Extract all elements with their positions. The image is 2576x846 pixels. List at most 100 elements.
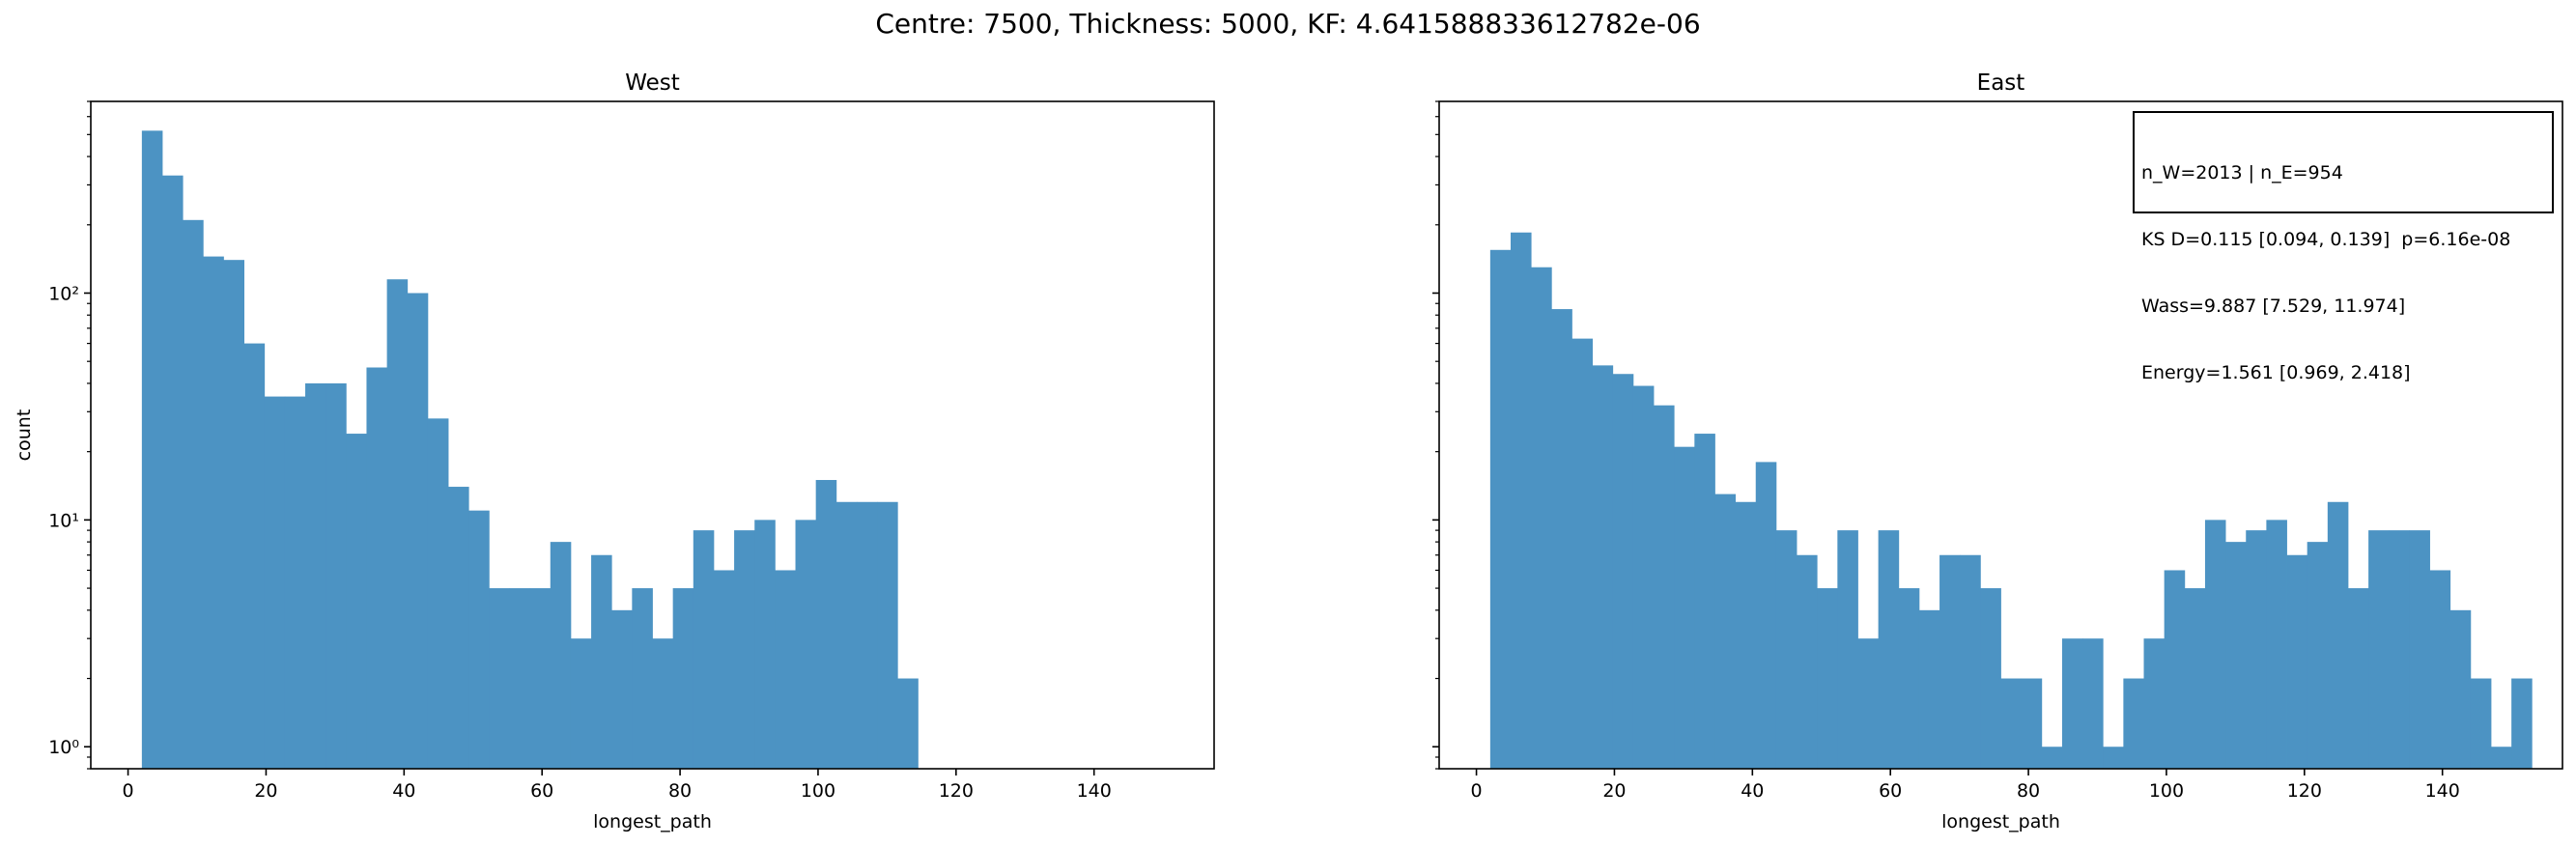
x-tick-label: 80 xyxy=(2017,780,2040,802)
subplot-title: East xyxy=(1977,70,2025,96)
axes-frame xyxy=(90,100,1215,770)
histogram-bar xyxy=(2000,678,2023,769)
histogram-bar xyxy=(183,219,204,769)
histogram-bar xyxy=(2327,501,2349,769)
x-tick-label: 120 xyxy=(2287,780,2322,802)
histogram-bar xyxy=(2286,554,2308,769)
histogram-bar xyxy=(2082,638,2104,769)
histogram-bar xyxy=(2429,570,2451,769)
histogram-bar xyxy=(2307,542,2329,769)
histogram-bar xyxy=(203,256,224,770)
subplot-title: West xyxy=(625,70,680,96)
y-tick-label: 10⁰ xyxy=(48,737,79,758)
histogram-bar xyxy=(2368,530,2390,769)
histogram-bar xyxy=(1592,365,1614,769)
histogram-bar xyxy=(1898,588,1920,769)
histogram-bar xyxy=(2184,588,2206,769)
histogram-bar xyxy=(1817,588,1838,769)
stats-energy: Energy=1.561 [0.969, 2.418] xyxy=(2141,362,2411,383)
axes-frame xyxy=(1438,100,2563,770)
stats-sample-sizes: n_W=2013 | n_E=954 xyxy=(2141,162,2343,183)
histogram-bar xyxy=(264,396,286,769)
histogram-bar xyxy=(570,638,592,769)
figure-suptitle: Centre: 7500, Thickness: 5000, KF: 4.641… xyxy=(875,8,1701,40)
x-tick-label: 40 xyxy=(392,780,415,802)
histogram-bar xyxy=(591,554,612,769)
histogram-bar xyxy=(2061,638,2083,769)
stats-legend-box: n_W=2013 | n_E=954 KS D=0.115 [0.094, 0.… xyxy=(2133,111,2554,383)
histogram-bar xyxy=(1531,267,1552,770)
histogram-bar xyxy=(448,487,469,769)
histogram-bar xyxy=(284,396,306,769)
histogram-bar xyxy=(346,434,367,769)
histogram-bar xyxy=(2021,678,2043,769)
y-axis-label: count xyxy=(14,409,35,462)
x-tick-label: 0 xyxy=(123,780,134,802)
histogram-bar xyxy=(1714,494,1737,769)
histogram-bar xyxy=(2470,678,2492,769)
histogram-bar xyxy=(2041,747,2063,769)
histogram-bar xyxy=(2266,520,2287,769)
histogram-bar xyxy=(1735,501,1757,769)
x-tick-label: 80 xyxy=(668,780,692,802)
histogram-bar xyxy=(243,343,266,769)
histogram-bar xyxy=(2511,678,2533,769)
histogram-bar xyxy=(1489,249,1512,769)
histogram-bar xyxy=(632,588,653,769)
histogram-bar xyxy=(1571,338,1593,769)
histogram-bar xyxy=(856,501,878,769)
x-axis-label: longest_path xyxy=(1941,811,2060,832)
x-tick-label: 140 xyxy=(2425,780,2460,802)
histogram-bar xyxy=(877,501,898,769)
x-axis-label: longest_path xyxy=(593,811,712,832)
histogram-bar xyxy=(366,367,388,769)
histogram-bar xyxy=(529,588,552,769)
histogram-bar xyxy=(1918,609,1940,769)
histogram-bar xyxy=(1775,530,1798,769)
histogram-bar xyxy=(835,501,858,769)
histogram-bar xyxy=(1674,446,1695,769)
stats-ks-test: KS D=0.115 [0.094, 0.139] p=6.16e-08 xyxy=(2141,229,2511,250)
histogram-bar xyxy=(550,542,572,769)
histogram-bar xyxy=(734,530,755,769)
histogram-bar xyxy=(672,588,694,769)
histogram-bar xyxy=(468,510,490,769)
histogram-bar xyxy=(1878,530,1900,769)
y-tick-label: 10² xyxy=(48,283,79,304)
histogram-bar xyxy=(1694,434,1715,769)
histogram-bar xyxy=(1654,405,1675,769)
histogram-bar xyxy=(2143,638,2166,769)
x-tick-label: 120 xyxy=(939,780,974,802)
west-histogram-panel: 0 20 40 60 80 100 120 140 10⁰ 10¹ 10² West longest_p… xyxy=(14,70,1215,832)
histogram-bar xyxy=(162,175,184,769)
histogram-bar xyxy=(2347,588,2369,769)
east-histogram-panel: 0 20 40 60 80 100 120 140 East longest_path xyxy=(1432,70,2563,832)
histogram-bar xyxy=(2409,530,2430,769)
histogram-bar xyxy=(1960,554,1981,769)
histogram-bar xyxy=(509,588,531,769)
histogram-bar xyxy=(305,382,326,769)
histogram-bar xyxy=(427,418,449,769)
stats-wasserstein: Wass=9.887 [7.529, 11.974] xyxy=(2141,296,2406,317)
y-tick-label: 10¹ xyxy=(48,510,79,531)
x-tick-label: 100 xyxy=(2149,780,2184,802)
histogram-bar xyxy=(223,260,244,769)
histogram-bar xyxy=(1612,374,1634,769)
histogram-bar xyxy=(407,293,429,769)
histogram-bar xyxy=(386,279,409,769)
histogram-bar xyxy=(2204,520,2226,769)
histogram-bar xyxy=(1755,462,1777,769)
histogram-bar xyxy=(652,638,674,769)
histogram-bar xyxy=(611,609,633,769)
histogram-bar xyxy=(2225,542,2247,769)
histogram-bar xyxy=(2389,530,2410,769)
x-tick-label: 100 xyxy=(801,780,835,802)
x-tick-label: 60 xyxy=(530,780,553,802)
histogram-bar xyxy=(2164,570,2186,769)
histogram-bar xyxy=(1939,554,1961,769)
histogram-bar xyxy=(2123,678,2144,769)
histogram-bar xyxy=(326,382,347,769)
histogram-bar xyxy=(713,570,735,769)
x-tick-label: 20 xyxy=(254,780,277,802)
